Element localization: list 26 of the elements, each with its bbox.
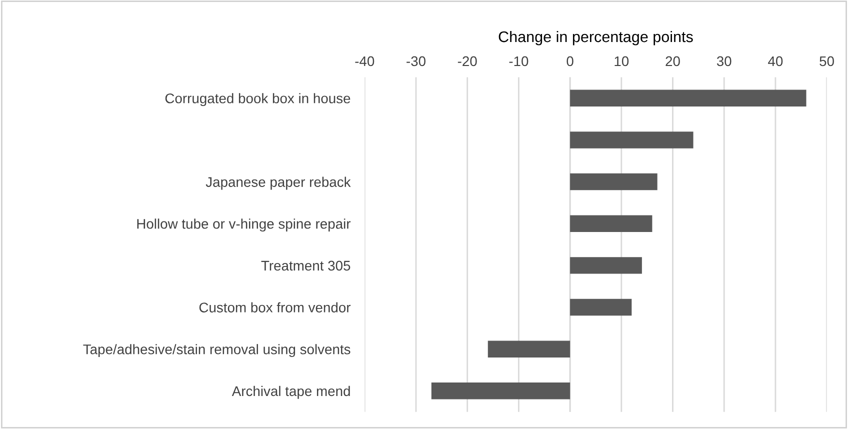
x-tick-label: -30	[406, 56, 426, 66]
bar	[570, 132, 694, 148]
y-tick-label: Tape/adhesive/stain removal using solvents	[83, 344, 350, 358]
bar	[570, 257, 642, 274]
y-tick-label: Japanese paper reback	[206, 176, 351, 190]
bar	[570, 215, 652, 232]
y-tick-label: Archival tape mend	[232, 386, 350, 399]
x-tick-label: 30	[716, 56, 732, 66]
bar	[570, 90, 806, 106]
x-tick-label: 10	[614, 56, 629, 66]
x-tick-label: 50	[820, 56, 834, 66]
x-tick-label: 0	[566, 56, 574, 66]
x-tick-label: 40	[768, 56, 783, 66]
x-tick-label: -20	[458, 56, 477, 66]
y-tick-label: Custom box from vendor	[199, 302, 351, 312]
bar	[570, 298, 632, 316]
bar	[431, 382, 570, 400]
y-tick-label: Treatment 305	[261, 260, 350, 271]
y-tick-label: Corrugated book box in house	[165, 93, 350, 106]
x-axis-title: Change in percentage points	[498, 30, 693, 46]
x-tick-label: 20	[666, 56, 680, 66]
x-tick-label: -40	[355, 56, 374, 66]
bar	[488, 340, 570, 358]
x-tick-label: -10	[509, 56, 528, 66]
y-tick-label: Hollow tube or v-hinge spine repair	[137, 218, 351, 232]
bar	[570, 173, 658, 190]
